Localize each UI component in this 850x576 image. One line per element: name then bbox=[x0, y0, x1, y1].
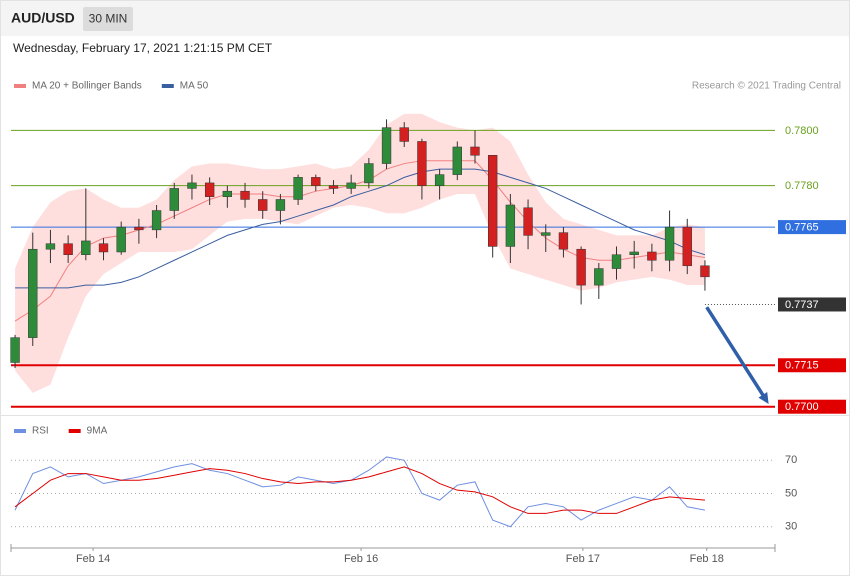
y-tick-label: 50 bbox=[785, 487, 797, 499]
level-box bbox=[778, 358, 846, 373]
candle-body bbox=[576, 248, 586, 286]
candle-body bbox=[169, 188, 179, 211]
legend-swatch bbox=[14, 84, 26, 88]
level-box bbox=[778, 220, 846, 235]
timeframe-button[interactable] bbox=[83, 7, 133, 31]
level-box bbox=[778, 297, 846, 312]
level-label: 0.7737 bbox=[785, 299, 819, 311]
candle-body bbox=[116, 226, 126, 253]
candle-body bbox=[204, 182, 215, 197]
candle-body bbox=[275, 199, 286, 211]
timestamp: Wednesday, February 17, 2021 1:21:15 PM … bbox=[13, 41, 273, 55]
legend-swatch bbox=[68, 429, 81, 433]
y-tick-label: 30 bbox=[785, 521, 797, 533]
series-line bbox=[14, 456, 706, 528]
y-tick-label: 70 bbox=[785, 454, 797, 466]
candle-body bbox=[381, 127, 392, 164]
candle-body bbox=[399, 127, 409, 142]
ma-line bbox=[15, 168, 706, 289]
legend-label: 9MA bbox=[87, 426, 108, 437]
candle-body bbox=[629, 251, 639, 255]
candle-body bbox=[258, 199, 268, 211]
candle-body bbox=[505, 204, 516, 247]
legend-swatch bbox=[14, 429, 26, 433]
level-label: 0.7715 bbox=[785, 360, 819, 372]
candle-body bbox=[434, 174, 445, 186]
candle-body bbox=[187, 182, 197, 189]
legend-label: MA 20 + Bollinger Bands bbox=[32, 81, 142, 92]
legend-label: MA 50 bbox=[180, 81, 209, 92]
legend-label: RSI bbox=[32, 426, 49, 437]
candle-body bbox=[417, 141, 427, 186]
forecast-arrow bbox=[705, 306, 767, 400]
level-label: 0.7780 bbox=[785, 180, 819, 192]
candle-body bbox=[98, 243, 109, 253]
candle-body bbox=[682, 226, 692, 267]
candle-body bbox=[346, 182, 356, 189]
x-tick-label: Feb 14 bbox=[76, 553, 110, 565]
symbol: AUD/USD bbox=[11, 10, 75, 26]
candle-body bbox=[45, 243, 56, 250]
candle-body bbox=[452, 146, 462, 175]
level-label: 0.7800 bbox=[785, 125, 819, 137]
candle-body bbox=[364, 163, 374, 184]
candle-body bbox=[10, 337, 20, 363]
level-label: 0.7700 bbox=[785, 401, 819, 413]
bollinger-band bbox=[15, 113, 705, 393]
level-box bbox=[778, 399, 846, 414]
candle-body bbox=[222, 190, 233, 197]
ma-line bbox=[14, 160, 706, 322]
x-tick-label: Feb 18 bbox=[690, 553, 724, 565]
candle-body bbox=[558, 232, 569, 250]
candle-body bbox=[134, 226, 144, 231]
x-tick-label: Feb 17 bbox=[566, 553, 600, 565]
level-label: 0.7765 bbox=[785, 222, 819, 234]
candle-body bbox=[311, 177, 321, 186]
candle-body bbox=[28, 248, 38, 338]
candle-body bbox=[594, 268, 604, 286]
timeframe[interactable]: 30 MIN bbox=[89, 12, 128, 26]
candle-body bbox=[328, 185, 339, 189]
candle-body bbox=[700, 265, 710, 278]
forecast-arrowhead bbox=[758, 392, 769, 404]
candle-body bbox=[488, 155, 498, 247]
candle-body bbox=[63, 243, 73, 255]
candle-body bbox=[470, 146, 480, 156]
candle-body bbox=[541, 232, 551, 236]
candle-body bbox=[523, 207, 533, 236]
series-line bbox=[14, 466, 705, 514]
x-tick-label: Feb 16 bbox=[344, 553, 378, 565]
legend-swatch bbox=[161, 84, 174, 88]
candle-body bbox=[293, 177, 303, 200]
credit: Research © 2021 Trading Central bbox=[692, 81, 841, 92]
candle-body bbox=[647, 251, 657, 261]
header-bar bbox=[0, 0, 850, 36]
candle-body bbox=[81, 240, 91, 255]
candle-body bbox=[240, 190, 250, 200]
candle-body bbox=[151, 210, 162, 231]
candle-body bbox=[664, 226, 675, 261]
candle-body bbox=[611, 254, 622, 269]
